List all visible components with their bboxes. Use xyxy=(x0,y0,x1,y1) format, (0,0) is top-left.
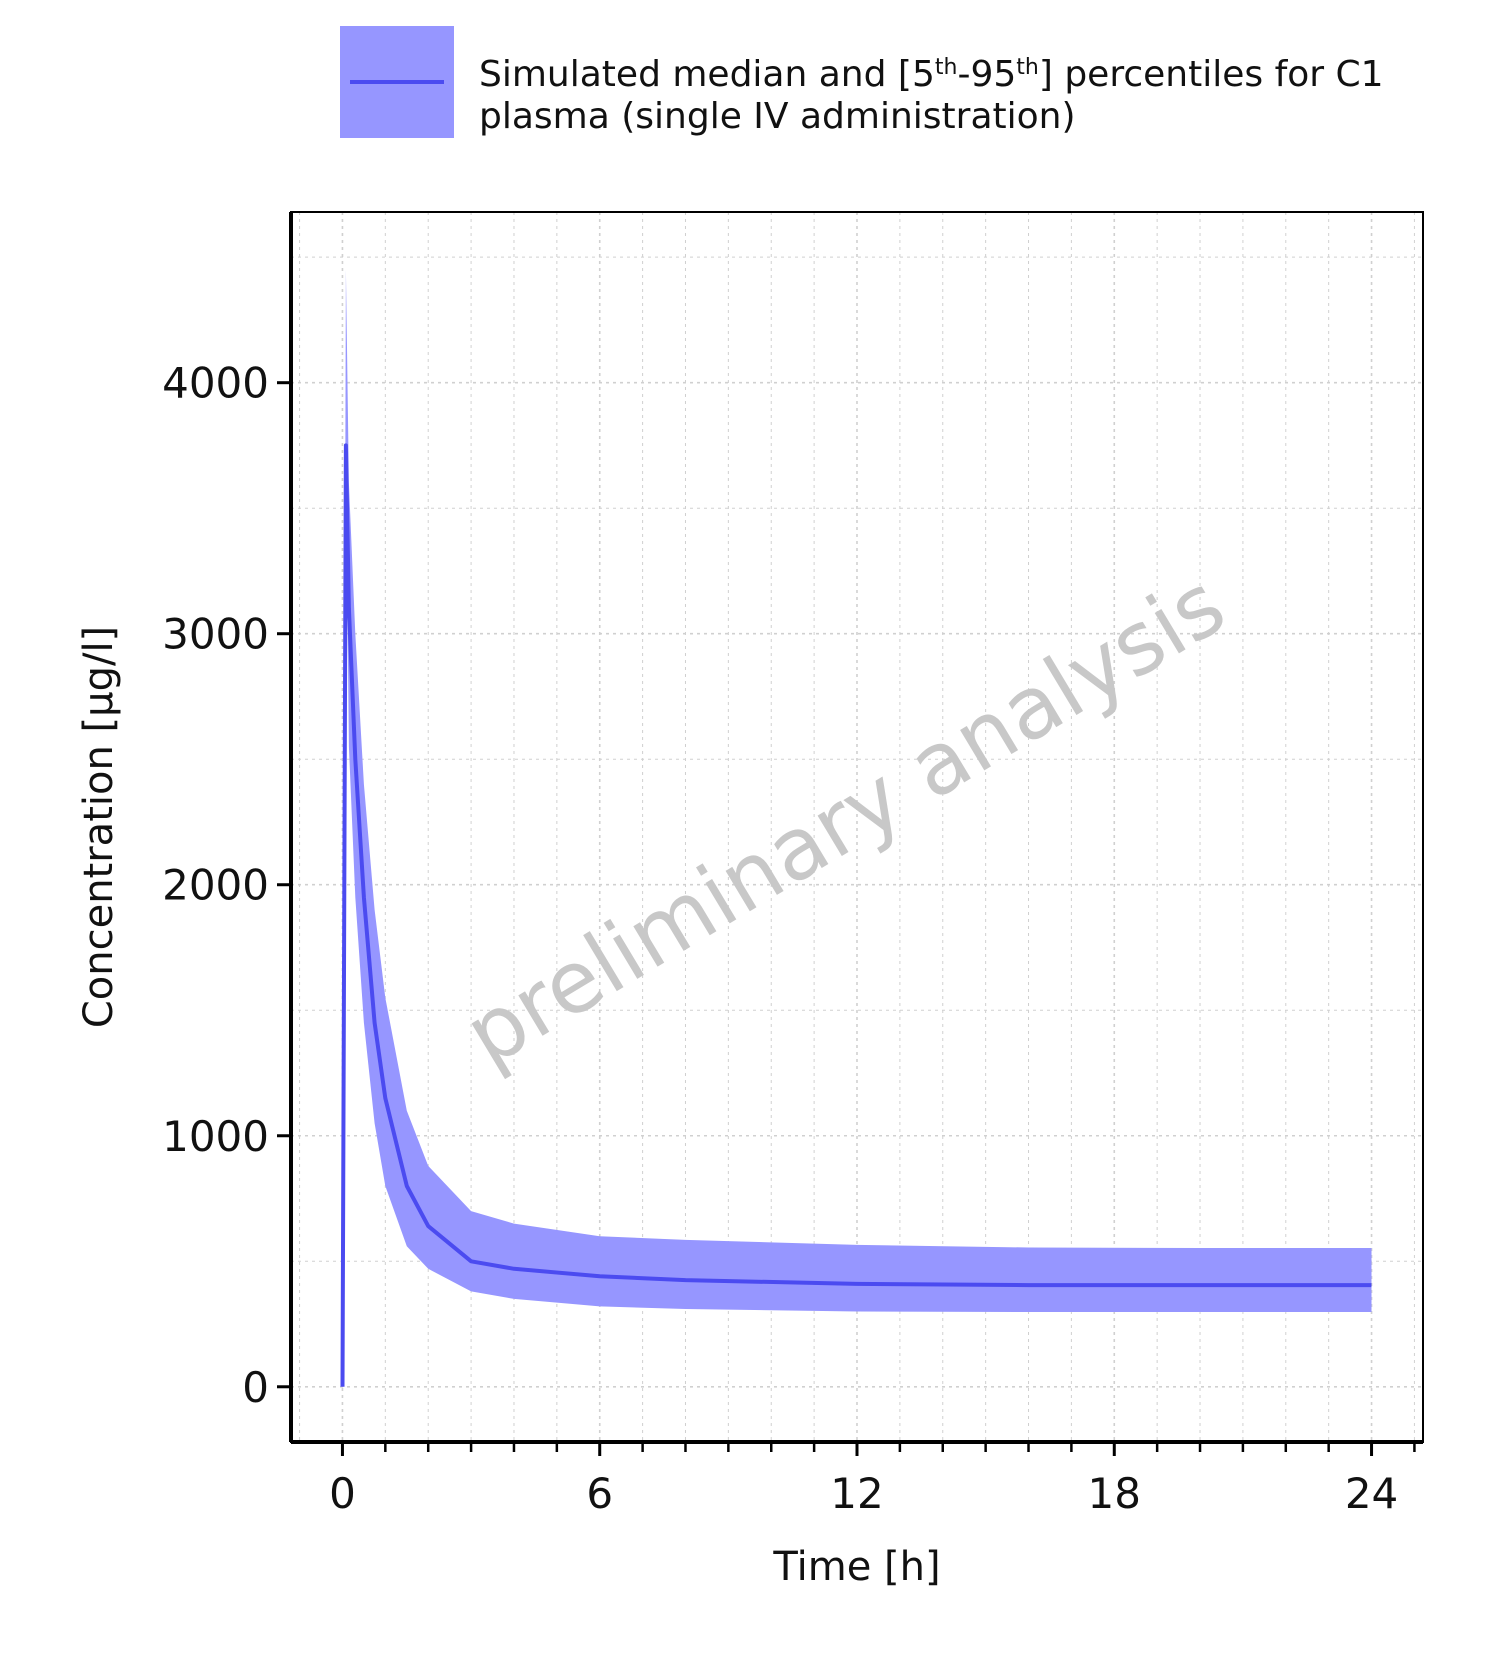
x-tick-label: 18 xyxy=(1088,1469,1141,1518)
y-tick-label: 2000 xyxy=(162,861,269,910)
percentile-band xyxy=(342,269,1372,1387)
y-tick-label: 0 xyxy=(242,1363,269,1412)
data-layer xyxy=(340,269,1372,1387)
x-tick-label: 24 xyxy=(1345,1469,1398,1518)
legend: Simulated median and [5th-95th] percenti… xyxy=(340,26,1384,138)
legend-label-line2: plasma (single IV administration) xyxy=(479,96,1076,137)
y-tick-label: 4000 xyxy=(162,359,269,408)
x-axis-title: Time [h] xyxy=(772,1544,940,1590)
x-tick-label: 6 xyxy=(586,1469,613,1518)
x-tick-label: 12 xyxy=(830,1469,883,1518)
y-tick-label: 3000 xyxy=(162,610,269,659)
legend-label-line1: Simulated median and [5th-95th] percenti… xyxy=(479,54,1384,95)
y-axis-title: Concentration [µg/l] xyxy=(76,626,122,1028)
y-tick-label: 1000 xyxy=(162,1112,269,1161)
x-tick-label: 0 xyxy=(329,1469,356,1518)
median-line xyxy=(340,443,1372,1387)
axes: 0 6 12 18 24 0 1000 2000 3000 4000 xyxy=(162,359,1416,1518)
